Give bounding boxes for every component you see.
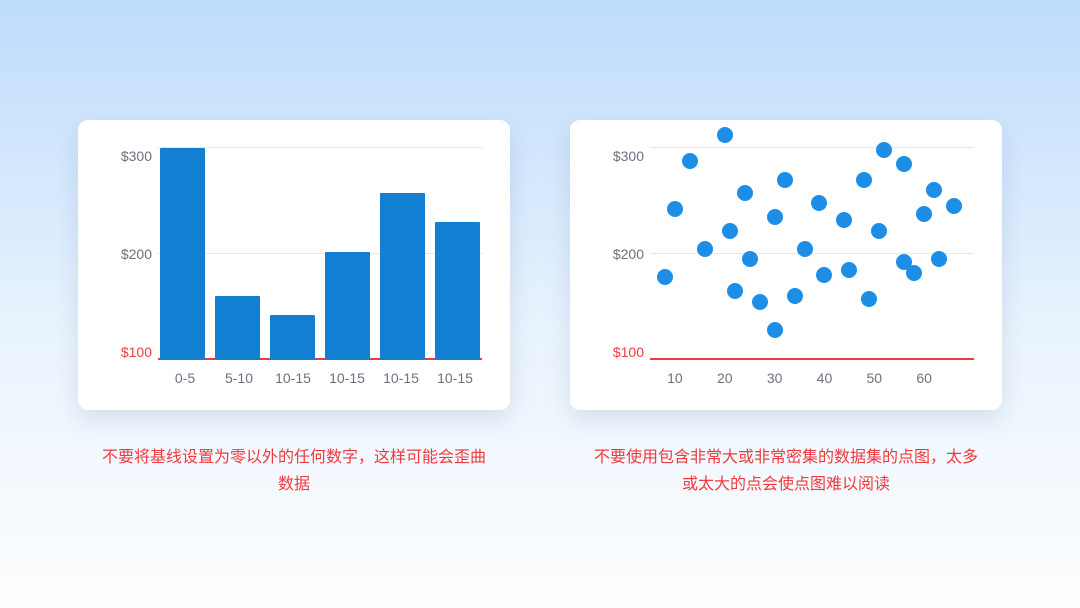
scatter-point [777,172,793,188]
gridline [650,147,974,148]
bar-chart-caption: 不要将基线设置为零以外的任何数字，这样可能会歪曲数据 [95,444,492,498]
scatter-chart-caption: 不要使用包含非常大或非常密集的数据集的点图，太多或太大的点会使点图难以阅读 [587,444,984,498]
bar [160,148,205,360]
scatter-point [752,294,768,310]
scatter-point [816,267,832,283]
xtick: 10-15 [374,364,428,390]
scatter-point [836,212,852,228]
xtick: 10-15 [428,364,482,390]
bar-chart: $300 $200 $100 0-55-1010-1510-1510-1510-… [100,148,488,390]
scatter-point [767,322,783,338]
scatter-point [727,283,743,299]
ytick-baseline: $100 [100,344,152,360]
xtick: 40 [817,364,833,386]
scatter-point [787,288,803,304]
scatter-point [896,156,912,172]
scatter-point [697,241,713,257]
scatter-point [871,223,887,239]
scatter-point [916,206,932,222]
bar [270,315,315,360]
xtick: 0-5 [158,364,212,390]
stage: $300 $200 $100 0-55-1010-1510-1510-1510-… [0,0,1080,608]
bar [325,252,370,360]
xtick: 5-10 [212,364,266,390]
scatter-chart-plot [650,148,974,360]
ytick: $200 [100,246,152,262]
scatter-point [767,209,783,225]
scatter-point [742,251,758,267]
bar-chart-card: $300 $200 $100 0-55-1010-1510-1510-1510-… [78,120,510,410]
scatter-chart-card: $300 $200 $100 10 20 30 40 50 60 [570,120,1002,410]
xtick: 20 [717,364,733,386]
xtick: 60 [916,364,932,386]
xtick: 10 [667,364,683,386]
bars-container [158,148,482,360]
scatter-chart-yaxis: $300 $200 $100 [592,148,644,360]
scatter-point [906,265,922,281]
scatter-point [682,153,698,169]
scatter-point [797,241,813,257]
scatter-point [722,223,738,239]
ytick: $300 [100,148,152,164]
scatter-point [856,172,872,188]
left-column: $300 $200 $100 0-55-1010-1510-1510-1510-… [78,120,510,608]
scatter-chart-xaxis: 10 20 30 40 50 60 [650,364,974,390]
scatter-point [811,195,827,211]
xtick: 30 [767,364,783,386]
scatter-point [657,269,673,285]
bar [380,193,425,360]
bar [215,296,260,360]
gridline-baseline [650,358,974,360]
xtick: 50 [867,364,883,386]
scatter-point [931,251,947,267]
right-column: $300 $200 $100 10 20 30 40 50 60 不要使用包含非常大或非常… [570,120,1002,608]
scatter-point [876,142,892,158]
scatter-point [717,127,733,143]
ytick: $300 [592,148,644,164]
xtick: 10-15 [266,364,320,390]
ytick-baseline: $100 [592,344,644,360]
scatter-point [861,291,877,307]
scatter-point [946,198,962,214]
ytick: $200 [592,246,644,262]
bar-chart-plot [158,148,482,360]
scatter-point [841,262,857,278]
bar-chart-yaxis: $300 $200 $100 [100,148,152,360]
scatter-point [667,201,683,217]
scatter-point [737,185,753,201]
scatter-point [926,182,942,198]
bar-chart-xaxis: 0-55-1010-1510-1510-1510-15 [158,364,482,390]
bar [435,222,480,360]
scatter-chart: $300 $200 $100 10 20 30 40 50 60 [592,148,980,390]
xtick: 10-15 [320,364,374,390]
